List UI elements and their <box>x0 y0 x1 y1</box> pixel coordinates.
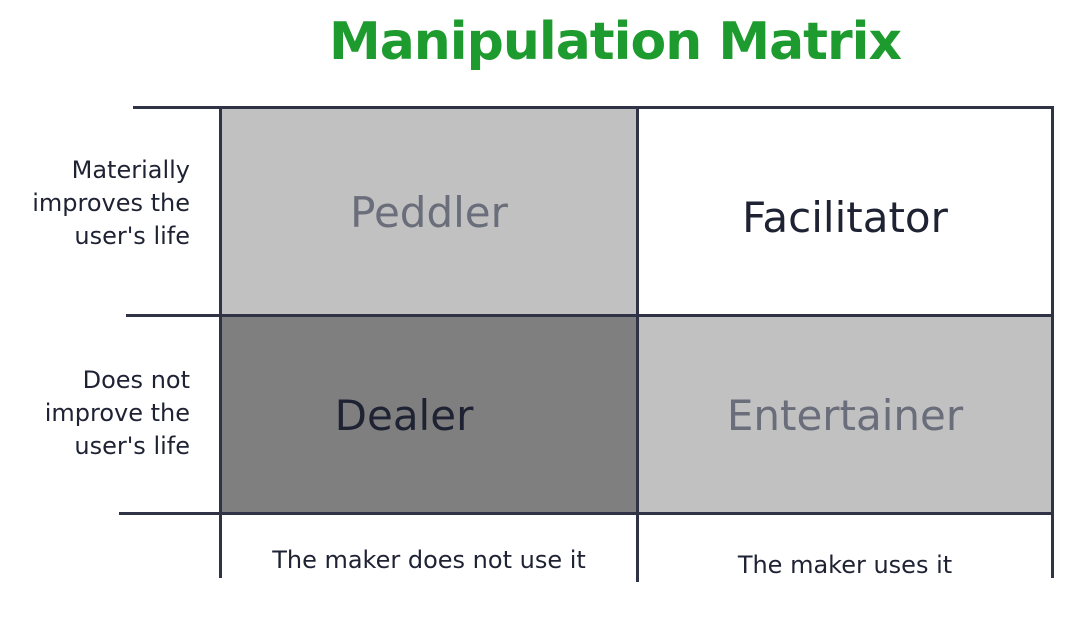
grid-line-bottom <box>119 512 1054 515</box>
quadrant-facilitator: Facilitator <box>639 109 1051 315</box>
grid-line-middle <box>126 314 1054 317</box>
quadrant-label: Peddler <box>350 187 508 237</box>
grid-line-top <box>133 106 1054 109</box>
quadrant-dealer: Dealer <box>221 317 637 513</box>
quadrant-peddler: Peddler <box>221 109 637 315</box>
grid-line-right <box>1051 106 1054 578</box>
page-title: Manipulation Matrix <box>328 12 902 72</box>
quadrant-entertainer: Entertainer <box>639 317 1051 513</box>
quadrant-label: Entertainer <box>726 390 964 440</box>
row-label-improves: Materially improves the user's life <box>32 156 190 250</box>
column-label-does-not-use: The maker does not use it <box>272 546 586 574</box>
quadrant-label: Dealer <box>334 390 474 440</box>
grid-line-left <box>219 106 222 578</box>
grid-line-center <box>636 106 639 582</box>
quadrant-label: Facilitator <box>742 192 948 242</box>
column-label-uses: The maker uses it <box>737 551 953 579</box>
row-label-does-not-improve: Does not improve the user's life <box>44 366 190 460</box>
